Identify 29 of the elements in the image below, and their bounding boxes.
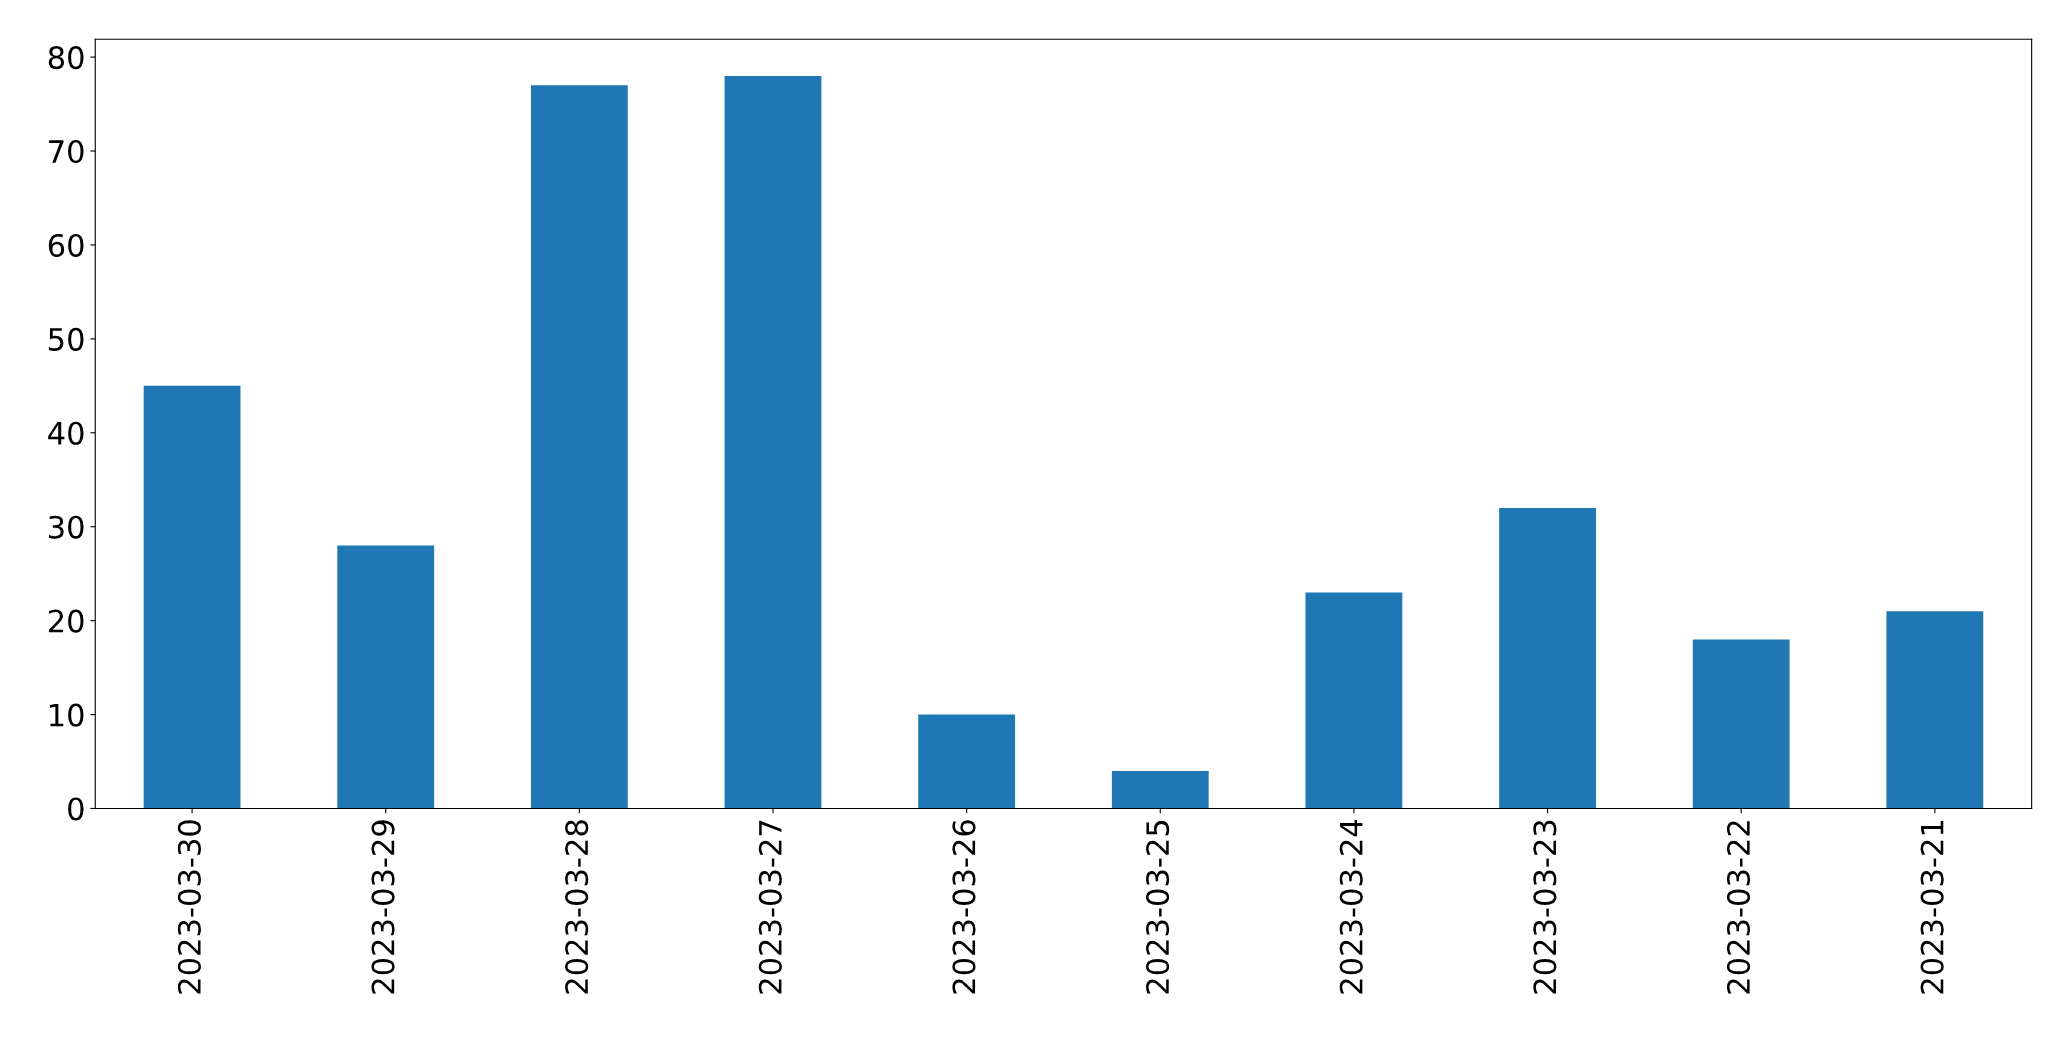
bar <box>1692 639 1790 809</box>
x-tick-label: 2023-03-22 <box>1726 821 1751 994</box>
y-tick-label: 10 <box>50 703 84 727</box>
x-tick-label: 2023-03-21 <box>1920 821 1944 994</box>
bar <box>143 385 241 809</box>
x-tick-label: 2023-03-28 <box>565 820 589 994</box>
y-tick-label: 50 <box>49 327 84 351</box>
x-tick-label: 2023-03-29 <box>371 820 395 994</box>
bar <box>918 714 1016 809</box>
bar <box>1886 611 1984 809</box>
bar <box>1111 770 1209 809</box>
bar <box>1305 592 1403 809</box>
y-tick-label: 70 <box>49 139 84 164</box>
y-tick-label: 60 <box>48 233 84 257</box>
x-tick-label: 2023-03-30 <box>177 820 201 994</box>
x-tick-label: 2023-03-25 <box>1146 820 1170 994</box>
y-tick-label: 0 <box>68 797 84 821</box>
bar <box>337 545 435 809</box>
bar <box>530 85 628 809</box>
x-tick-label: 2023-03-26 <box>952 820 976 994</box>
x-tick-label: 2023-03-24 <box>1339 819 1363 994</box>
y-tick-label: 80 <box>48 46 84 70</box>
bar <box>1499 507 1596 809</box>
y-tick-label: 40 <box>48 421 84 445</box>
bar <box>724 75 822 809</box>
x-tick-label: 2023-03-23 <box>1533 820 1557 994</box>
y-tick-label: 30 <box>48 515 84 539</box>
x-tick-label: 2023-03-27 <box>758 820 782 994</box>
y-tick-label: 20 <box>48 609 84 633</box>
